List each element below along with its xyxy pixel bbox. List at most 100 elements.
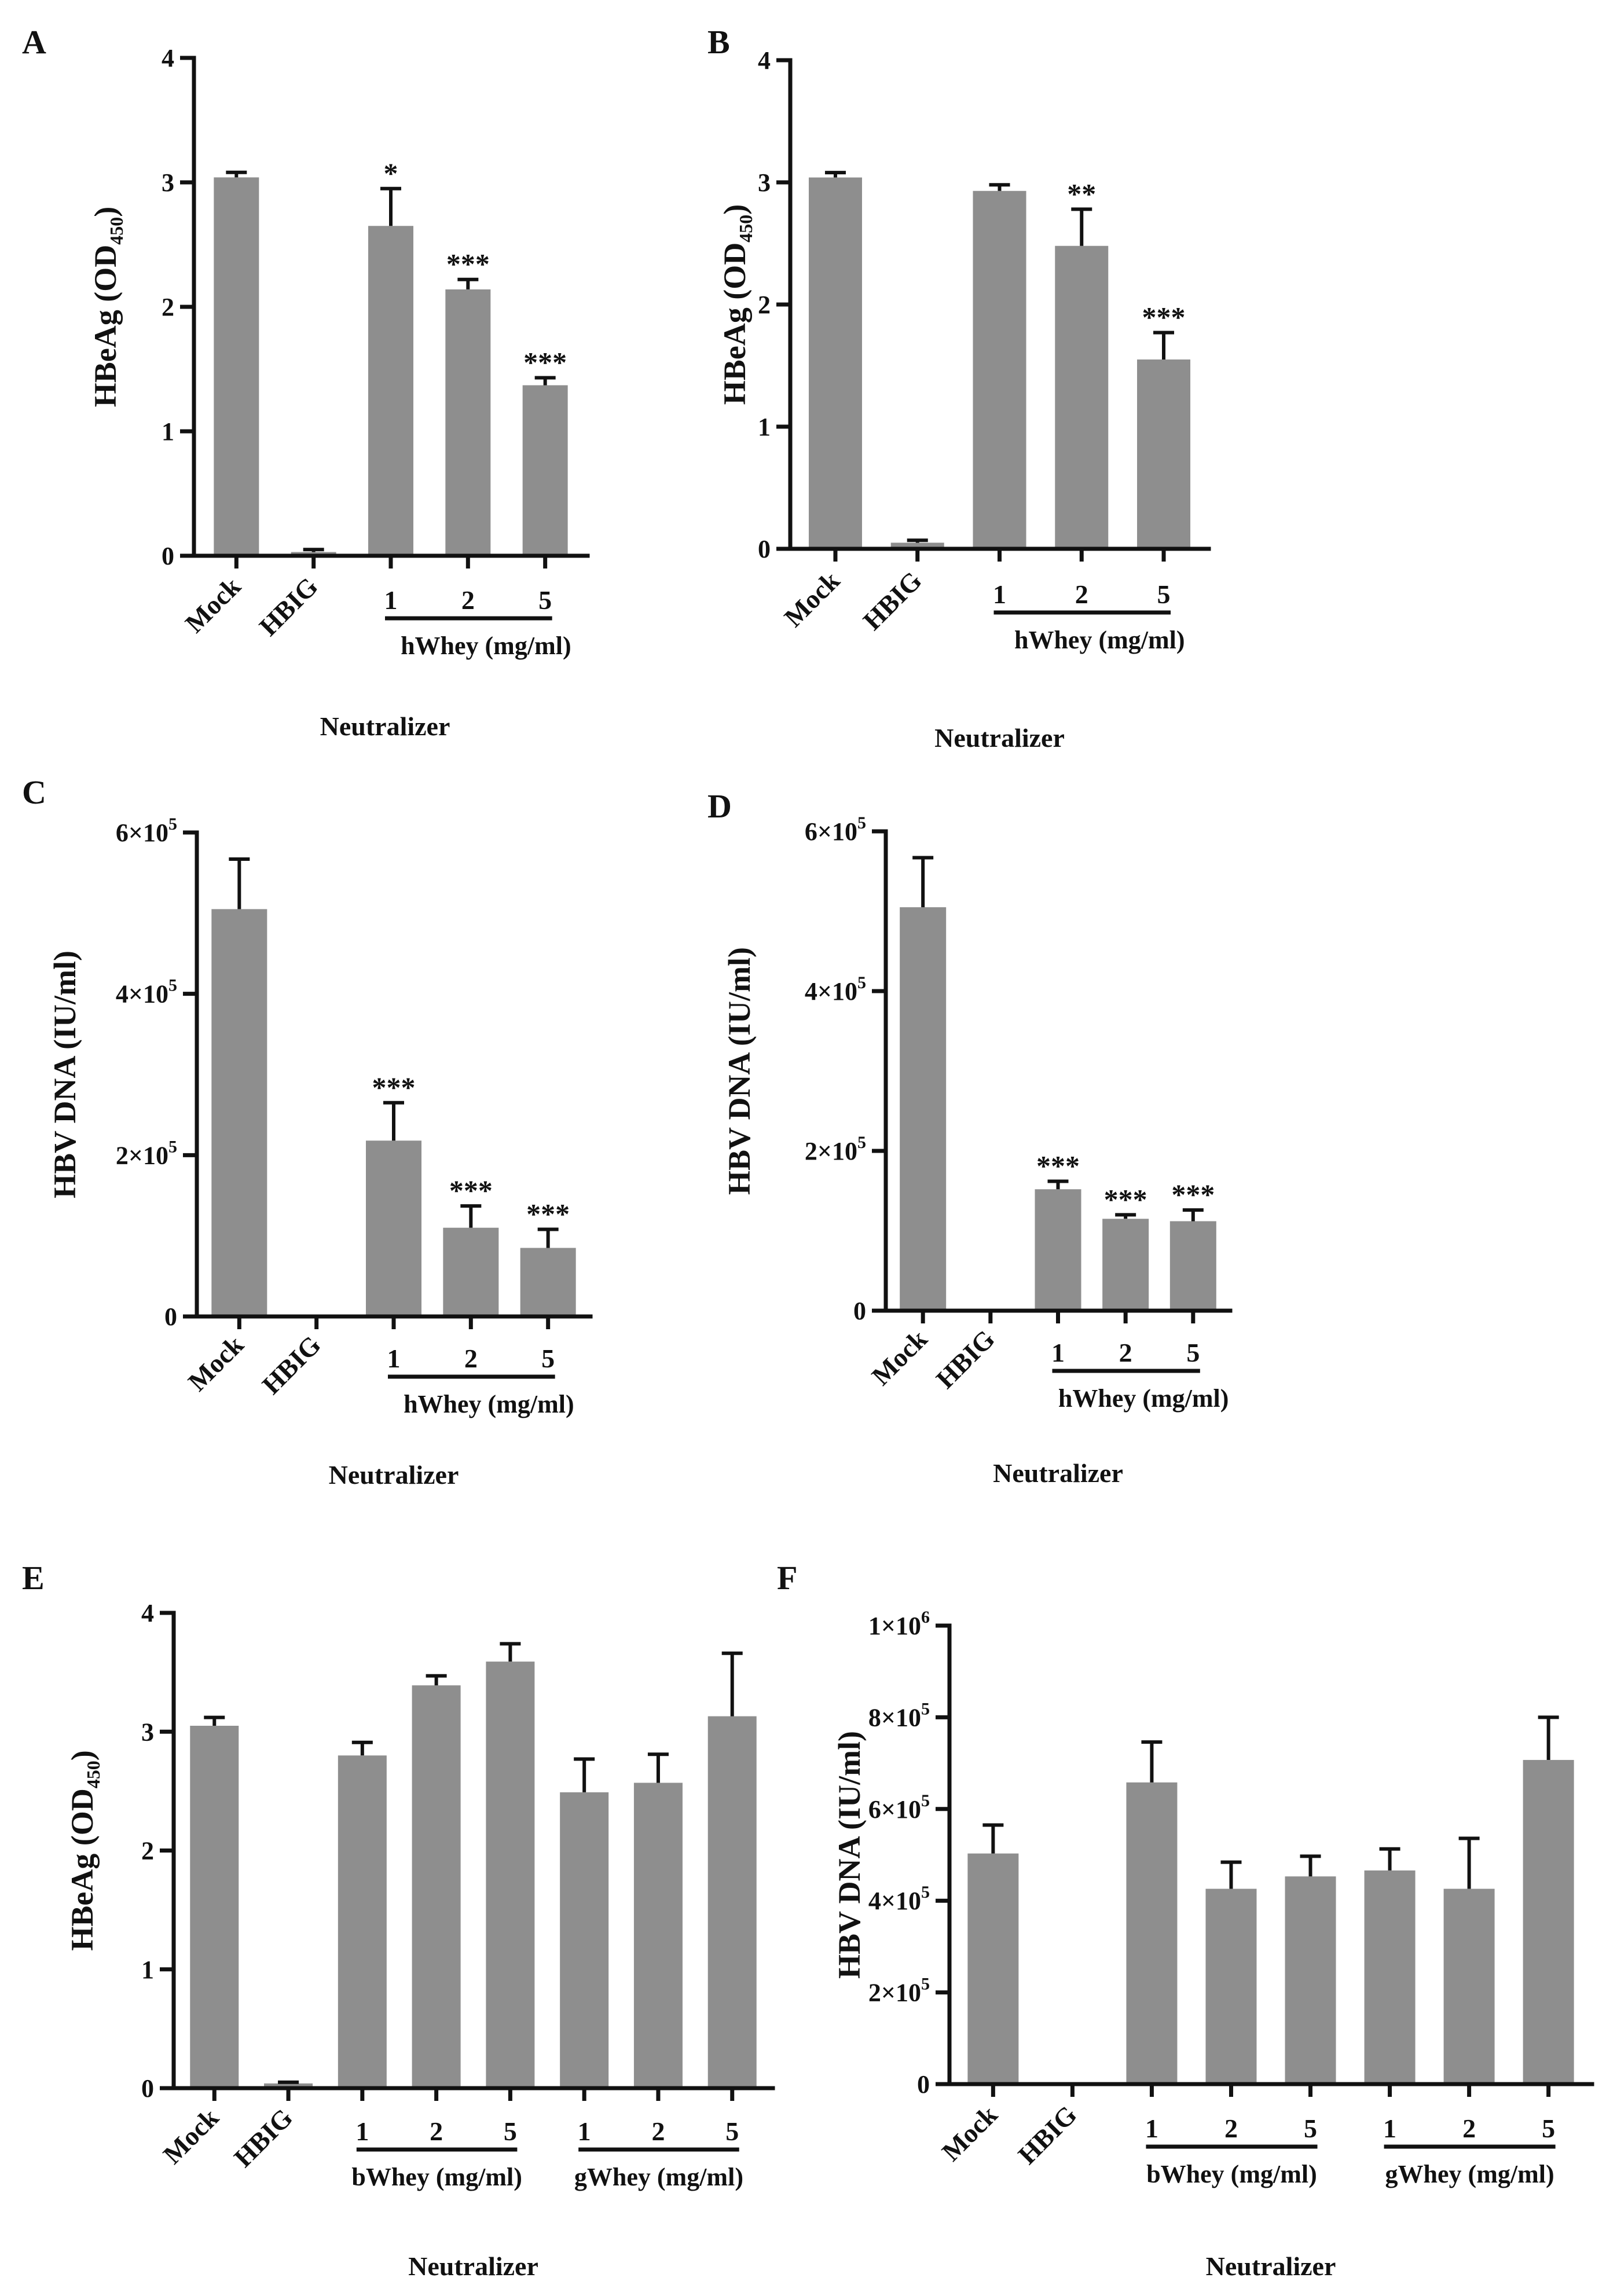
significance-label: *** [1171,1178,1215,1211]
panel-letter: E [22,1559,45,1597]
x-axis-label: Neutralizer [408,2251,538,2281]
error-bar [426,1674,447,1686]
x-tick-label: 2 [651,2117,665,2146]
y-tick-label: 4 [162,44,174,72]
x-tick-label: 1 [387,1344,401,1373]
axis-lines [171,1611,775,2090]
error-bar [907,538,928,543]
y-tick-label: 6×105 [116,815,177,847]
significance-label: * [384,157,398,189]
error-bar [383,1101,404,1141]
x-tick-label: 1 [993,579,1006,609]
significance-label: *** [449,1174,493,1206]
error-bar [1115,1213,1136,1219]
bar-b-0 [808,177,862,549]
bar-f-5 [1364,1870,1416,2084]
bar-e-7 [707,1716,757,2088]
y-axis-label: HBV DNA (IU/ml) [47,951,82,1198]
bar-a-2 [368,226,413,556]
x-tick-label: HBIG [857,566,927,636]
bar-f-3 [1205,1888,1257,2084]
group-label: hWhey (mg/ml) [404,1390,574,1418]
significance-label: *** [446,248,490,280]
significance-label: *** [526,1198,570,1230]
error-bar [500,1642,521,1662]
x-tick-label: Mock [936,2100,1003,2167]
error-bar [1047,1179,1069,1190]
error-bar [278,2080,299,2084]
error-bar [457,277,479,289]
x-tick-label: 2 [464,1344,478,1373]
x-tick-label: HBIG [228,2103,298,2173]
bar-f-4 [1285,1876,1336,2084]
bar-e-6 [633,1782,683,2088]
x-tick-label: 5 [1304,2114,1317,2143]
bar-c-4 [520,1248,576,1316]
error-bar [1379,1847,1400,1870]
bar-e-2 [338,1755,387,2088]
significance-label: *** [1104,1183,1147,1215]
x-tick-label: 5 [1157,579,1171,609]
error-bar [204,1715,225,1726]
significance-label: *** [523,346,567,379]
x-tick-label: 5 [1186,1338,1200,1367]
y-tick-label: 2×105 [868,1975,930,2007]
group-label: gWhey (mg/ml) [1385,2160,1554,2188]
y-tick-label: 1×106 [868,1608,930,1640]
y-tick-label: 8×105 [868,1699,930,1732]
y-tick-label: 4×105 [868,1883,930,1915]
y-tick-label: 0 [758,535,771,563]
x-axis-label: Neutralizer [934,723,1065,753]
error-bar [303,548,324,552]
x-axis-label: Neutralizer [1206,2251,1336,2281]
bar-f-7 [1523,1760,1574,2084]
error-bar [537,1227,559,1248]
error-bar [460,1204,482,1228]
x-tick-label: 2 [1462,2114,1476,2143]
x-tick-label: 2 [461,585,475,615]
bar-b-1 [890,542,944,549]
significance-label: *** [1036,1149,1080,1182]
x-tick-label: Mock [157,2103,225,2170]
x-axis-label: Neutralizer [993,1458,1123,1488]
bar-e-4 [486,1662,535,2088]
y-tick-label: 3 [141,1718,154,1746]
bar-c-2 [366,1140,421,1316]
y-axis-label: HBeAg (OD450) [65,1750,104,1950]
y-tick-label: 1 [758,413,771,441]
group-label: gWhey (mg/ml) [574,2163,743,2191]
y-tick-label: 1 [162,417,174,446]
error-bar [380,186,401,226]
error-bar [1071,207,1092,246]
x-tick-label: Mock [182,1330,250,1397]
significance-label: *** [1142,301,1186,333]
error-bar [721,1651,743,1717]
x-tick-label: 1 [355,2117,369,2146]
x-tick-label: 1 [384,585,398,615]
error-bar [1458,1836,1480,1889]
y-tick-label: 3 [758,168,771,197]
y-tick-label: 0 [853,1297,866,1325]
y-tick-label: 2 [141,1837,154,1865]
y-tick-label: 2 [162,293,174,321]
y-axis-label: HBV DNA (IU/ml) [722,947,757,1195]
x-tick-label: 2 [1075,579,1088,609]
error-bar [1182,1208,1204,1222]
bar-f-0 [967,1853,1019,2084]
x-tick-label: 1 [1145,2114,1158,2143]
x-tick-label: 1 [578,2117,591,2146]
y-tick-label: 6×105 [805,813,866,846]
bar-b-4 [1137,359,1191,549]
y-tick-label: 2×105 [805,1133,866,1165]
group-label: hWhey (mg/ml) [1058,1384,1229,1413]
bar-b-3 [1055,245,1109,549]
y-tick-label: 0 [164,1303,177,1331]
y-axis-label: HBV DNA (IU/ml) [832,1731,867,1979]
x-axis-label: Neutralizer [320,711,450,741]
bar-c-0 [211,909,267,1316]
error-bar [1220,1860,1242,1889]
bar-a-3 [445,289,491,556]
bar-e-0 [190,1725,239,2088]
error-bar [1153,331,1175,360]
